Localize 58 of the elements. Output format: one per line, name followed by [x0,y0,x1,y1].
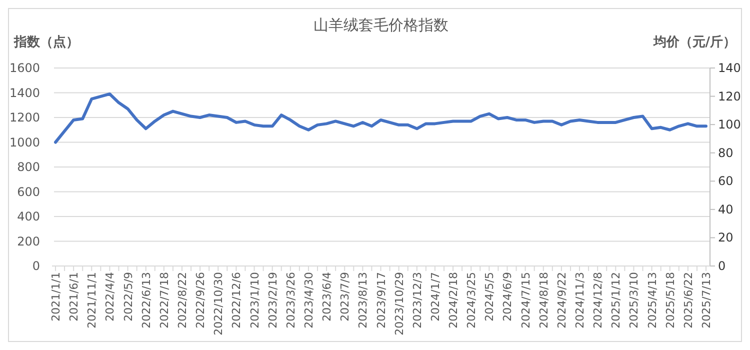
y2-tick-label: 0 [718,259,726,273]
x-tick-label: 2024/1/7 [428,272,442,322]
x-tick-label: 2023/4/30 [302,272,316,328]
x-tick-label: 2022/7/18 [158,272,171,328]
x-tick-label: 2025/3/10 [628,272,641,328]
y-tick-label: 400 [17,210,40,224]
x-tick-label: 2022/9/26 [194,272,208,328]
x-tick-label: 2025/4/13 [646,272,659,328]
x-tick-label: 2023/1/10 [248,272,262,328]
x-tick-label: 2024/12/8 [592,272,605,328]
x-tick-label: 2021/6/1 [68,272,81,322]
y2-tick-label: 100 [718,118,741,132]
x-tick-label: 2023/10/29 [392,272,406,336]
y-tick-label: 200 [17,234,40,248]
x-tick-label: 2023/7/9 [338,272,352,322]
y2-tick-label: 80 [718,146,734,160]
x-tick-label: 2023/2/19 [266,272,280,328]
x-tick-label: 2024/8/18 [537,272,550,328]
chart-title: 山羊绒套毛价格指数 [314,16,448,34]
x-tick-label: 2024/11/3 [574,272,587,328]
line-series [54,92,708,144]
x-tick-label: 2024/2/18 [447,272,460,328]
y-tick-label: 1200 [9,110,40,124]
x-tick-label: 2024/6/9 [501,272,514,322]
x-tick-label: 2024/3/25 [465,272,478,328]
y2-tick-label: 60 [718,174,734,188]
x-tick-label: 2021/11/1 [86,272,99,328]
y-tick-label: 600 [17,184,40,199]
x-tick-label: 2022/10/30 [212,272,226,336]
y-axis-title: 指数（点） [13,34,79,50]
y2-axis-title: 均价（元/斤） [652,34,736,50]
y-tick-label: 800 [17,160,40,174]
x-tick-label: 2024/7/15 [519,272,532,328]
x-tick-label: 2022/8/22 [176,272,189,328]
x-tick-label: 2021/1/1 [50,272,62,322]
y2-tick-label: 120 [718,89,741,104]
x-tick-label: 2022/12/6 [230,272,244,328]
x-tick-label: 2025/7/13 [700,272,713,328]
x-tick-label: 2025/6/22 [682,272,695,328]
x-tick-label: 2023/3/26 [284,272,298,328]
x-tick-label: 2022/4/4 [104,272,117,322]
x-tick-label: 2024/9/22 [555,272,568,328]
x-tick-label: 2025/1/12 [610,272,623,328]
x-tick-label: 2022/5/9 [122,272,135,322]
y-tick-label: 0 [32,259,40,273]
x-tick-label: 2023/6/4 [320,272,334,322]
y-tick-label: 1000 [9,135,40,150]
x-tick-label: 2022/6/13 [140,272,153,328]
x-tick-label: 2024/5/5 [483,272,496,322]
x-tick-label: 2023/8/13 [356,272,370,328]
y-tick-label: 1600 [9,61,40,75]
y-tick-label: 1400 [9,86,40,100]
y2-tick-label: 140 [718,61,741,75]
y2-tick-label: 40 [718,202,734,216]
x-tick-label: 2023/9/17 [374,272,388,328]
y2-tick-label: 20 [718,230,734,245]
x-tick-label: 2023/12/3 [410,272,424,328]
x-tick-label: 2025/5/18 [664,272,677,328]
